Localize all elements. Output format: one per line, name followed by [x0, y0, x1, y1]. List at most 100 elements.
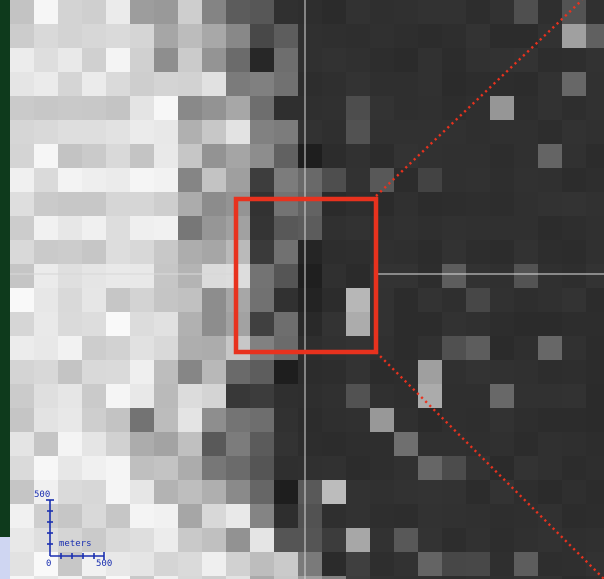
image-pixel: [466, 504, 490, 528]
image-pixel: [274, 456, 298, 480]
image-pixel: [370, 360, 394, 384]
image-pixel: [130, 192, 154, 216]
image-pixel: [274, 384, 298, 408]
image-pixel: [418, 528, 442, 552]
image-pixel: [370, 168, 394, 192]
image-pixel: [370, 288, 394, 312]
image-pixel: [418, 168, 442, 192]
image-pixel: [130, 336, 154, 360]
image-pixel: [394, 528, 418, 552]
image-pixel: [82, 96, 106, 120]
image-pixel: [346, 528, 370, 552]
image-pixel: [106, 144, 130, 168]
image-pixel: [442, 168, 466, 192]
image-pixel: [58, 480, 82, 504]
image-pixel: [514, 576, 538, 579]
zoom-selection-box[interactable]: [233, 196, 379, 355]
image-pixel: [394, 168, 418, 192]
image-pixel: [490, 144, 514, 168]
image-pixel: [538, 48, 562, 72]
image-pixel: [346, 48, 370, 72]
image-pixel: [322, 216, 346, 240]
zoom-leader-line-bottom: [375, 351, 604, 579]
satellite-image[interactable]: [10, 0, 604, 579]
image-pixel: [154, 120, 178, 144]
image-pixel: [58, 528, 82, 552]
image-pixel: [466, 360, 490, 384]
image-pixel: [10, 168, 34, 192]
image-pixel: [298, 0, 322, 24]
image-pixel: [418, 288, 442, 312]
image-pixel: [418, 24, 442, 48]
image-pixel: [562, 192, 586, 216]
image-pixel: [58, 120, 82, 144]
image-pixel: [370, 528, 394, 552]
image-pixel: [274, 528, 298, 552]
image-pixel: [274, 480, 298, 504]
image-pixel: [226, 24, 250, 48]
left-panel-edge: [0, 0, 10, 537]
image-pixel: [322, 312, 346, 336]
image-pixel: [514, 216, 538, 240]
image-pixel: [298, 240, 322, 264]
image-pixel: [226, 552, 250, 576]
image-pixel: [106, 264, 130, 288]
image-pixel: [394, 576, 418, 579]
image-pixel: [298, 336, 322, 360]
image-pixel: [202, 120, 226, 144]
image-pixel: [322, 504, 346, 528]
image-pixel: [178, 384, 202, 408]
image-pixel: [274, 360, 298, 384]
image-pixel: [466, 552, 490, 576]
image-pixel: [274, 552, 298, 576]
image-pixel: [58, 48, 82, 72]
image-pixel: [514, 288, 538, 312]
image-pixel: [202, 264, 226, 288]
image-pixel: [538, 72, 562, 96]
image-pixel: [586, 48, 604, 72]
image-pixel: [490, 264, 514, 288]
image-pixel: [178, 168, 202, 192]
image-pixel: [538, 216, 562, 240]
image-pixel: [466, 240, 490, 264]
image-pixel: [10, 192, 34, 216]
image-pixel: [130, 528, 154, 552]
image-pixel: [154, 168, 178, 192]
image-pixel: [202, 576, 226, 579]
image-pixel: [178, 312, 202, 336]
image-pixel: [394, 264, 418, 288]
image-pixel: [82, 360, 106, 384]
image-pixel: [322, 288, 346, 312]
image-pixel: [418, 408, 442, 432]
image-pixel: [346, 336, 370, 360]
image-pixel: [346, 312, 370, 336]
image-pixel: [58, 24, 82, 48]
image-pixel: [106, 24, 130, 48]
image-pixel: [418, 384, 442, 408]
image-pixel: [538, 168, 562, 192]
image-pixel: [130, 504, 154, 528]
image-pixel: [322, 0, 346, 24]
image-pixel: [82, 240, 106, 264]
image-pixel: [538, 120, 562, 144]
image-pixel: [202, 0, 226, 24]
image-pixel: [514, 264, 538, 288]
image-pixel: [394, 480, 418, 504]
image-pixel: [346, 456, 370, 480]
image-pixel: [202, 480, 226, 504]
image-pixel: [442, 336, 466, 360]
image-pixel: [370, 192, 394, 216]
image-pixel: [10, 576, 34, 579]
image-pixel: [466, 144, 490, 168]
image-pixel: [10, 336, 34, 360]
image-pixel: [274, 432, 298, 456]
image-pixel: [274, 408, 298, 432]
image-pixel: [322, 408, 346, 432]
image-pixel: [82, 264, 106, 288]
image-pixel: [34, 408, 58, 432]
image-pixel: [82, 144, 106, 168]
image-pixel: [514, 48, 538, 72]
image-pixel: [394, 192, 418, 216]
image-pixel: [370, 144, 394, 168]
